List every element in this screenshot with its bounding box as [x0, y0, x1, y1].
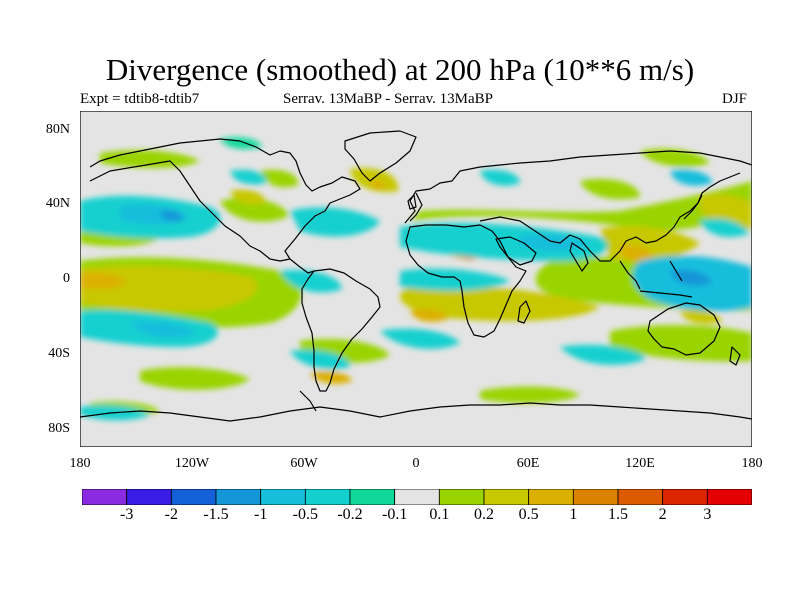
colorbar-tick-label: 1.5 — [608, 506, 628, 523]
colorbar-tick-label: 2 — [658, 506, 667, 523]
lat-label-40s: 40S — [48, 346, 70, 361]
experiment-label: Expt = tdtib8-tdtib7 — [80, 91, 200, 107]
colorbar-tick-label: -0.5 — [292, 506, 318, 523]
colorbar-tick-label: 0.5 — [518, 506, 539, 523]
colorbar-swatch — [349, 489, 396, 505]
colorbar-swatch — [126, 489, 172, 505]
colorbar-swatch — [662, 489, 708, 505]
lat-label-80s: 80S — [48, 421, 70, 436]
colorbar-tick-label: 0.1 — [429, 506, 450, 523]
colorbar-swatch — [260, 489, 306, 505]
divergence-field — [80, 137, 752, 421]
colorbar-tick-label: -1.5 — [203, 506, 229, 523]
colorbar-swatch — [170, 489, 217, 505]
colorbar-tick-label: -0.2 — [337, 506, 363, 523]
colorbar-swatch — [617, 489, 664, 505]
colorbar-tick-label: -3 — [119, 506, 134, 523]
colorbar-tick-label: 1 — [569, 506, 578, 523]
lat-label-40n: 40N — [45, 196, 70, 211]
lon-label-180w: 180 — [69, 456, 91, 471]
colorbar-tick-label: -2 — [164, 506, 178, 523]
colorbar-swatch — [438, 489, 485, 505]
lon-label-120e: 120E — [625, 456, 655, 471]
run-comparison-label: Serrav. 13MaBP - Serrav. 13MaBP — [283, 91, 493, 107]
lat-label-0: 0 — [63, 271, 70, 286]
colorbar-swatch — [528, 489, 574, 505]
colorbar-swatch — [82, 489, 128, 505]
colorbar-swatch — [394, 489, 440, 505]
colorbar-swatch — [304, 489, 351, 505]
colorbar-tick-label: -1 — [253, 506, 268, 523]
lon-label-180e: 180 — [741, 456, 763, 471]
colorbar-swatch — [706, 489, 752, 505]
lon-label-60w: 60W — [290, 456, 318, 471]
colorbar-swatch — [483, 489, 530, 505]
colorbar — [82, 489, 752, 505]
colorbar-swatch — [215, 489, 262, 505]
lon-label-120w: 120W — [174, 456, 210, 471]
colorbar-tick-label: 3 — [703, 506, 712, 523]
divergence-map — [80, 111, 752, 447]
lon-label-0: 0 — [412, 456, 420, 471]
colorbar-tick-label: -0.1 — [381, 506, 408, 523]
coastlines — [80, 130, 752, 422]
lon-label-60e: 60E — [516, 456, 540, 471]
colorbar-tick-label: 0.2 — [474, 506, 494, 523]
lat-label-80n: 80N — [45, 122, 70, 137]
map-title: Divergence (smoothed) at 200 hPa (10**6 … — [105, 52, 695, 87]
colorbar-swatch — [572, 489, 619, 505]
season-label: DJF — [722, 91, 748, 107]
